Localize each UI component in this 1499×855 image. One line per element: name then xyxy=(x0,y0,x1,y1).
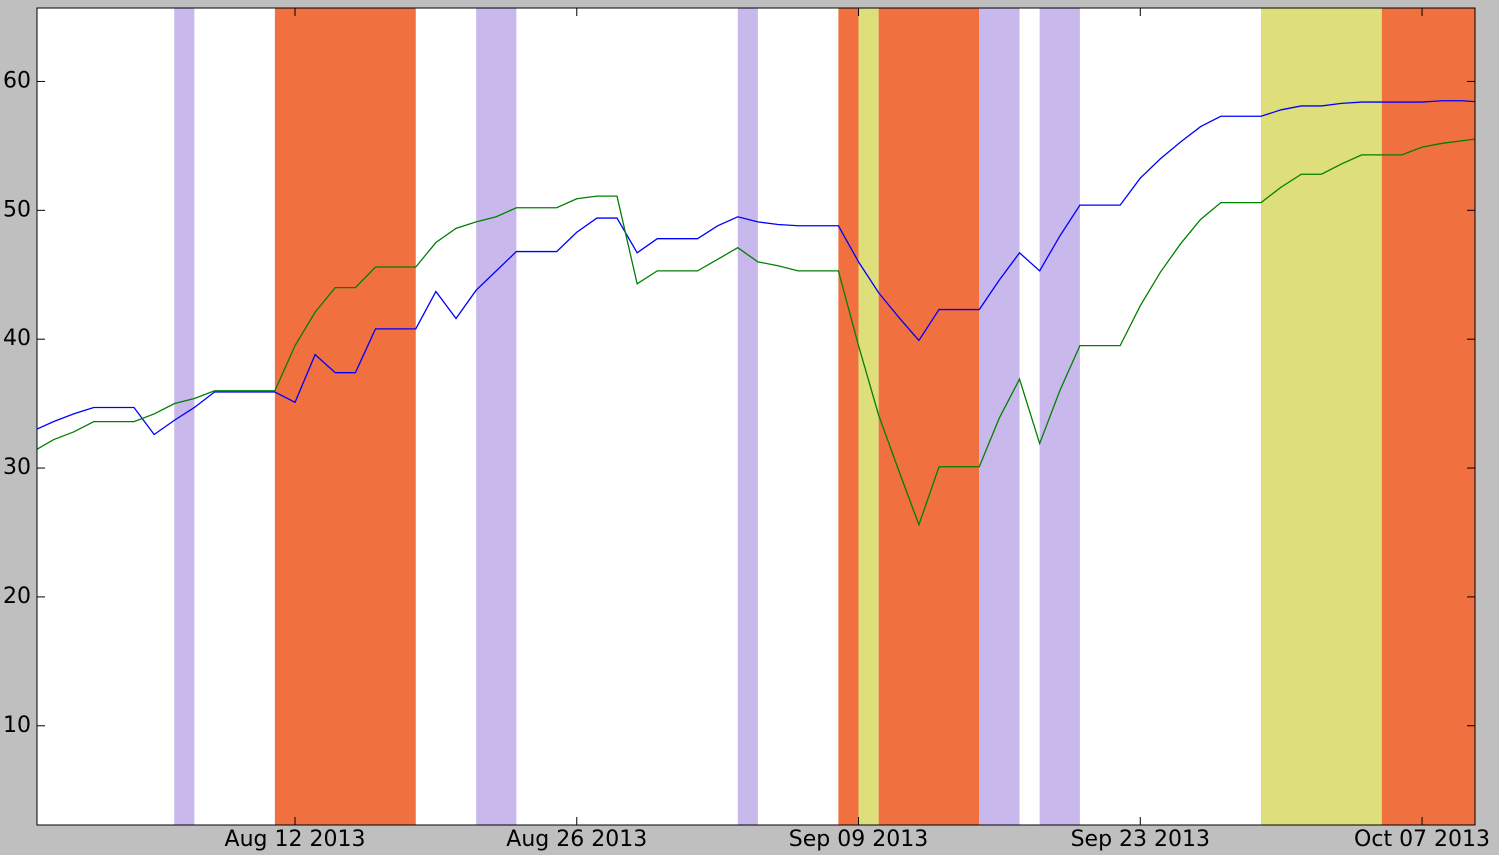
x-tick-label: Sep 09 2013 xyxy=(789,827,928,852)
highlight-span xyxy=(1039,8,1080,825)
y-tick-label: 30 xyxy=(3,455,31,480)
highlight-span xyxy=(838,8,859,825)
plot-content xyxy=(37,8,1475,825)
highlight-span xyxy=(858,8,879,825)
highlight-span xyxy=(476,8,517,825)
data-line xyxy=(37,100,1475,436)
y-tick-label: 40 xyxy=(3,326,31,351)
highlight-span xyxy=(878,8,980,825)
y-tick-label: 60 xyxy=(3,68,31,93)
highlight-span xyxy=(1381,8,1475,825)
x-tick-label: Aug 12 2013 xyxy=(225,827,366,852)
x-tick-label: Oct 07 2013 xyxy=(1354,827,1490,852)
data-line xyxy=(37,138,1475,527)
highlight-span xyxy=(174,8,195,825)
y-tick-label: 20 xyxy=(3,584,31,609)
y-tick-label: 50 xyxy=(3,197,31,222)
highlight-span xyxy=(737,8,758,825)
plot-frame xyxy=(36,7,1476,826)
axes: 10 20 30 40 50 60 Aug 12 2013 Aug 26 2013 Sep 09… xyxy=(3,7,1490,852)
y-tick-label: 10 xyxy=(3,713,31,738)
highlight-span xyxy=(1261,8,1382,825)
x-tick-label: Aug 26 2013 xyxy=(506,827,647,852)
x-tick-label: Sep 23 2013 xyxy=(1071,827,1210,852)
highlight-span xyxy=(274,8,416,825)
